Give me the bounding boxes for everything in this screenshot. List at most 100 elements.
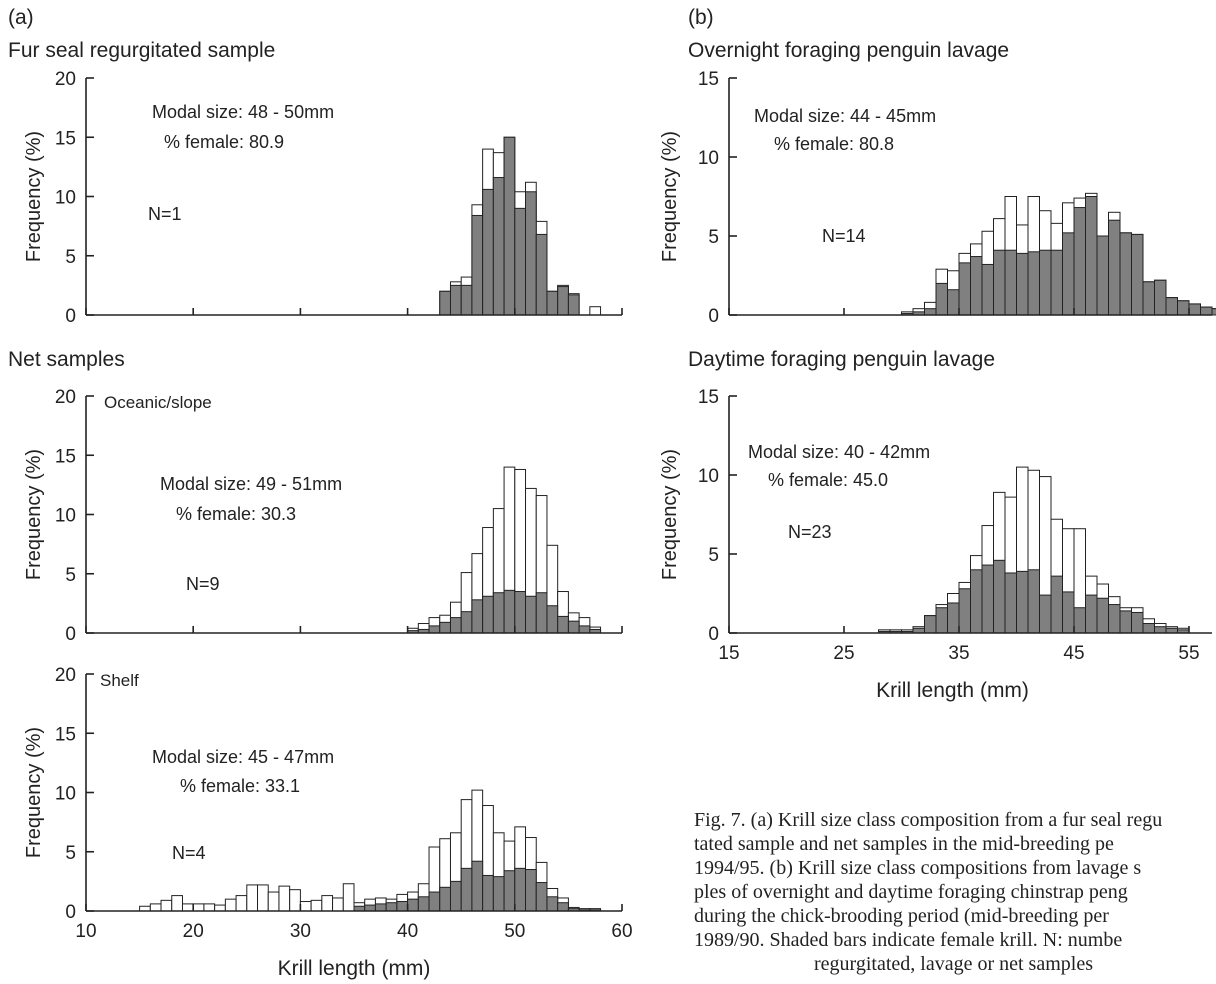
bar-total	[299, 901, 312, 912]
y-tick-label: 10	[698, 148, 719, 169]
y-tick-label: 15	[55, 724, 76, 745]
bar-female	[1142, 281, 1155, 316]
bar-female	[958, 588, 971, 634]
bar-female	[449, 284, 462, 316]
bar-female	[1108, 219, 1121, 316]
bar-female	[1177, 300, 1190, 316]
bar-female	[1200, 306, 1213, 316]
chart-annotation: Modal size: 44 - 45mm	[754, 106, 936, 126]
bar-female	[471, 860, 484, 912]
x-tick-label: 55	[1178, 643, 1199, 664]
y-tick-label: 20	[55, 387, 76, 408]
bar-total	[332, 897, 344, 912]
chart-annotation: % female: 33.1	[180, 776, 300, 796]
bar-female	[374, 903, 387, 912]
bar-female	[546, 896, 559, 912]
bar-female	[1211, 308, 1216, 316]
bar-total	[192, 903, 205, 912]
bar-female	[1062, 232, 1075, 316]
bar-female	[993, 559, 1006, 634]
y-tick-label: 10	[55, 188, 76, 209]
x-axis-label: Krill length (mm)	[876, 679, 1029, 702]
y-tick-label: 5	[65, 247, 76, 268]
bar-female	[535, 882, 548, 912]
y-tick-label: 0	[708, 624, 719, 645]
bar-total	[589, 306, 602, 316]
chart-annotation: % female: 30.3	[176, 504, 296, 524]
bar-female	[439, 621, 451, 634]
chart-annotation: N=1	[148, 204, 182, 224]
chart-title: Shelf	[100, 671, 139, 690]
bar-female	[1188, 303, 1201, 316]
bar-female	[514, 207, 527, 316]
caption-line: regurgitated, lavage or net samples	[814, 953, 1093, 975]
bar-female	[525, 595, 537, 634]
bar-total	[149, 903, 162, 912]
bar-female	[1073, 207, 1086, 316]
chart-group: Fur seal regurgitated sample Frequency (%…	[8, 39, 1216, 980]
bar-female	[439, 886, 451, 912]
bar-female	[417, 896, 430, 912]
bar-female	[503, 870, 516, 912]
bar-female	[1004, 572, 1017, 634]
caption-line: Fig. 7. (a) Krill size class composition…	[694, 809, 1163, 831]
chart-annotation: % female: 80.9	[164, 132, 284, 152]
y-axis-label: Frequency (%)	[23, 131, 45, 262]
y-tick-label: 20	[55, 69, 76, 90]
bar-female	[557, 615, 569, 634]
bar-female	[947, 289, 960, 316]
bar-female	[1050, 249, 1063, 316]
bar-female	[460, 611, 473, 634]
bar-female	[546, 605, 559, 634]
bar-female	[1062, 591, 1075, 634]
bar-female	[935, 607, 948, 634]
y-tick-label: 5	[708, 227, 719, 248]
x-tick-label: 60	[611, 921, 632, 942]
bar-female	[492, 177, 505, 316]
y-tick-label: 5	[65, 843, 76, 864]
bar-female	[578, 625, 591, 634]
y-tick-label: 5	[708, 545, 719, 566]
x-tick-label: 50	[504, 921, 525, 942]
bar-female	[1027, 251, 1040, 316]
bar-female	[958, 262, 971, 316]
y-axis-label: Frequency (%)	[23, 727, 45, 858]
net-samples-heading: Net samples	[8, 348, 125, 371]
bar-female	[514, 591, 527, 634]
chart-annotation: N=9	[186, 574, 220, 594]
bar-female	[460, 867, 473, 912]
y-tick-label: 10	[55, 784, 76, 805]
bar-total	[214, 904, 226, 912]
bar-total	[171, 895, 183, 912]
bar-total	[267, 891, 280, 912]
panel-b-label: (b)	[688, 6, 714, 29]
bar-female	[460, 284, 473, 316]
bar-female	[364, 904, 376, 912]
bar-total	[235, 895, 248, 912]
bar-female	[1154, 279, 1167, 316]
y-tick-label: 15	[698, 69, 719, 90]
bar-female	[1039, 249, 1052, 316]
x-tick-label: 20	[183, 921, 204, 942]
bar-total	[257, 884, 269, 912]
bar-female	[557, 286, 569, 316]
bar-female	[981, 263, 994, 316]
bar-total	[203, 903, 216, 912]
bar-female	[1027, 569, 1040, 634]
bar-female	[525, 869, 537, 912]
bar-female	[503, 136, 516, 316]
bar-female	[482, 595, 494, 634]
bar-female	[492, 876, 505, 912]
x-tick-label: 25	[833, 643, 854, 664]
bar-female	[993, 249, 1006, 316]
bar-female	[1004, 249, 1017, 316]
y-tick-label: 10	[698, 466, 719, 487]
bar-female	[1142, 623, 1155, 634]
bar-female	[1131, 611, 1144, 634]
bar-female	[924, 615, 937, 634]
bar-female	[924, 308, 937, 316]
bar-total	[224, 898, 237, 912]
y-tick-label: 20	[55, 665, 76, 686]
x-tick-label: 40	[397, 921, 418, 942]
